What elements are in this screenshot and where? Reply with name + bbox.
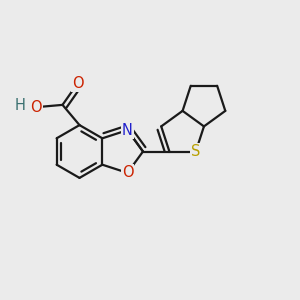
Text: O: O bbox=[122, 165, 133, 180]
Text: O: O bbox=[72, 76, 83, 91]
Text: N: N bbox=[122, 123, 133, 138]
Text: S: S bbox=[191, 144, 200, 159]
Text: O: O bbox=[30, 100, 42, 115]
Text: H: H bbox=[14, 98, 25, 113]
